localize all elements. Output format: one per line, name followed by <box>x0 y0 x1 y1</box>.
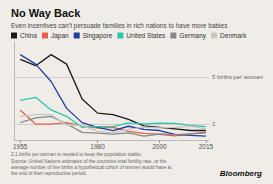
svg-text:Denmark: Denmark <box>220 32 247 39</box>
svg-text:Singapore: Singapore <box>83 32 113 40</box>
svg-text:China: China <box>20 32 37 39</box>
svg-text:Germany: Germany <box>179 32 206 40</box>
svg-text:the end of their reproductive: the end of their reproductive period. <box>11 171 87 176</box>
svg-text:1980: 1980 <box>90 143 105 150</box>
svg-text:Source: United Nations estimat: Source: United Nations estimates of the … <box>11 159 167 164</box>
svg-text:Bloomberg: Bloomberg <box>220 169 262 178</box>
svg-text:2015: 2015 <box>199 143 214 150</box>
svg-text:United States: United States <box>126 32 166 39</box>
svg-text:Japan: Japan <box>51 32 69 40</box>
svg-text:5 births per woman: 5 births per woman <box>212 74 263 80</box>
svg-text:Even incentives can’t persuade: Even incentives can’t persuade families … <box>11 22 228 30</box>
svg-text:2000: 2000 <box>152 143 167 150</box>
svg-text:2.1 births per woman is needed: 2.1 births per woman is needed to keep t… <box>11 152 142 157</box>
svg-text:average number of live births: average number of live births a hypothet… <box>11 165 172 170</box>
svg-text:No Way Back: No Way Back <box>11 7 81 19</box>
svg-text:2: 2 <box>212 121 216 127</box>
svg-text:1955: 1955 <box>13 143 28 150</box>
